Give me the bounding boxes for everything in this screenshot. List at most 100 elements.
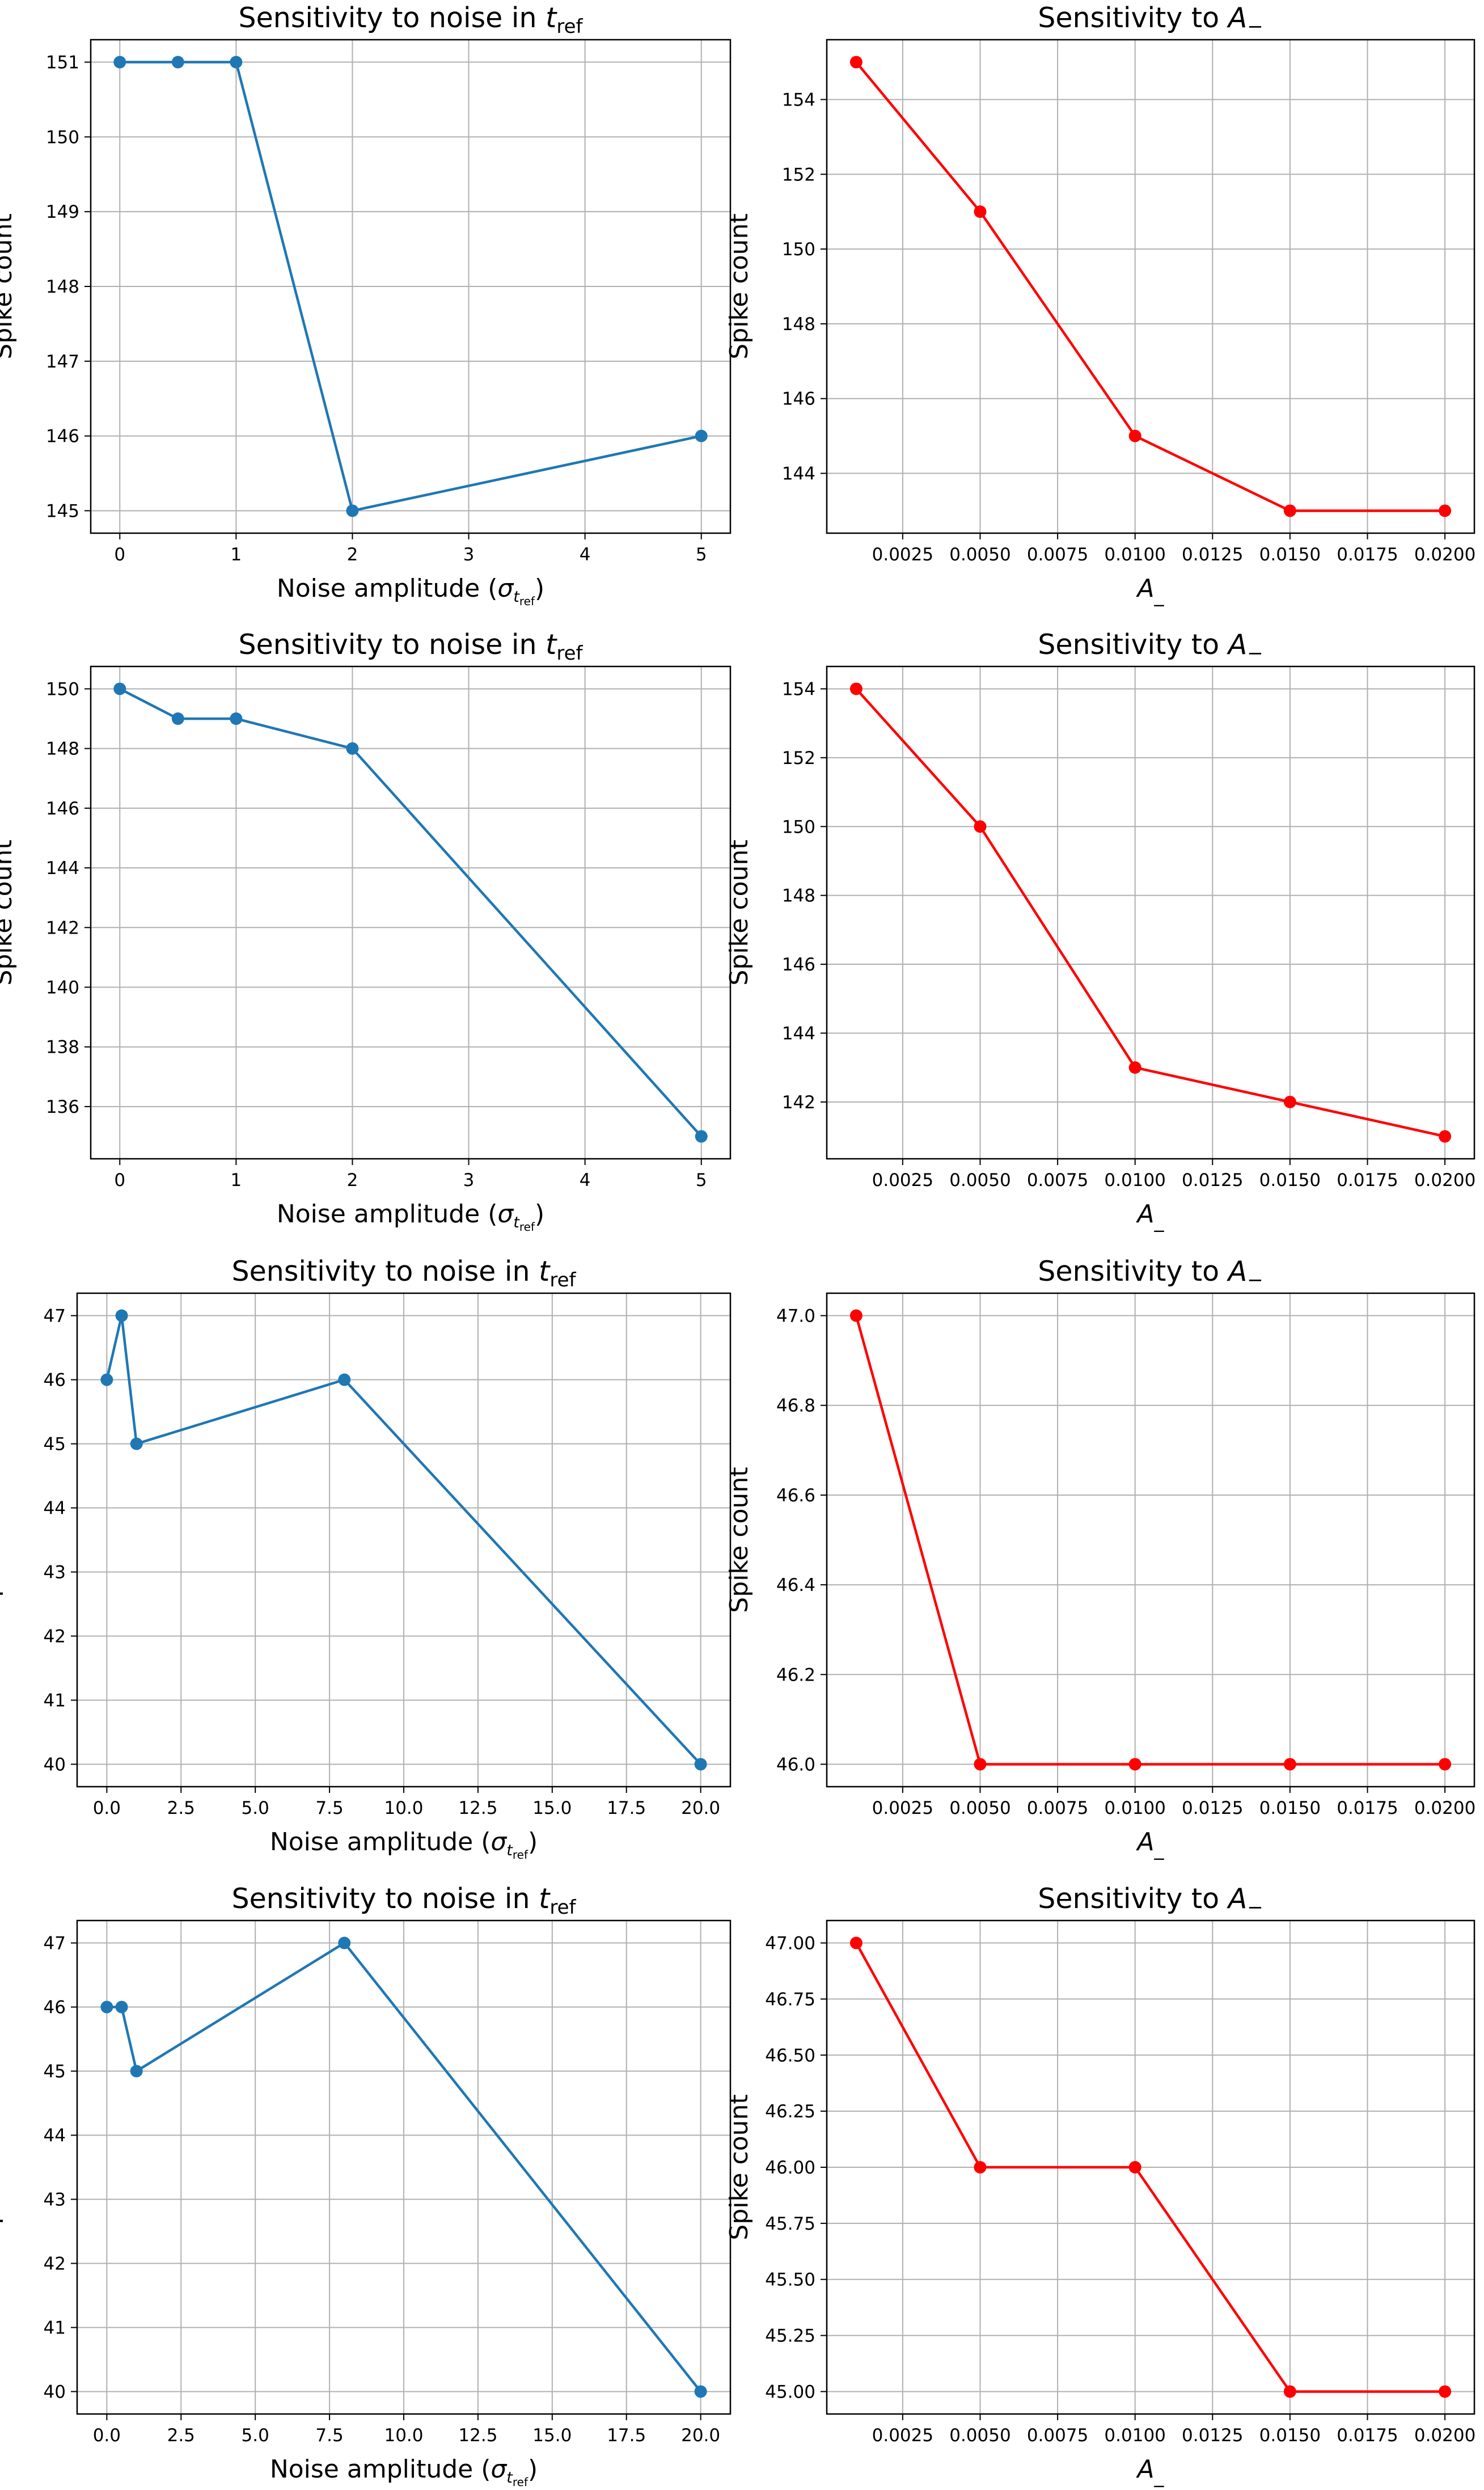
x-tick-label: 3	[463, 1170, 475, 1191]
x-tick-label: 0	[114, 545, 125, 565]
data-point	[1439, 1758, 1452, 1771]
y-tick-label: 150	[46, 127, 79, 147]
chart-panel-5: 0.0 2.5 5.0 7.5 10.0 12.5 15.0 17.5 20.0 40 41 42 43…	[0, 1255, 732, 1862]
axes-frame	[826, 1292, 1475, 1788]
y-tick-label: 150	[46, 679, 79, 699]
x-tick-label: 7.5	[315, 2425, 343, 2446]
y-tick-label: 42	[44, 2253, 66, 2274]
x-tick-label: 0.0075	[1027, 1798, 1088, 1818]
y-tick-label: 146	[782, 955, 815, 975]
x-tick-label: 5	[696, 1170, 707, 1191]
data-point	[974, 1758, 987, 1771]
data-point	[695, 429, 708, 442]
chart-title: Sensitivity to noise in tref	[232, 1883, 577, 1919]
data-point	[1283, 504, 1296, 517]
y-tick-label: 46.00	[765, 2158, 815, 2178]
data-point	[338, 1936, 351, 1949]
x-tick-label: 0.0200	[1414, 1170, 1475, 1191]
x-tick-label: 0	[114, 1170, 125, 1191]
x-tick-label: 2.5	[167, 2425, 195, 2446]
x-tick-label: 0.0150	[1259, 1170, 1321, 1191]
y-tick-label: 46.4	[776, 1575, 815, 1596]
x-tick-label: 15.0	[532, 1798, 572, 1818]
chart-panel-4: 0.0025 0.0050 0.0075 0.0100 0.0125 0.0150 0.01…	[725, 628, 1475, 1233]
x-tick-label: 0.0200	[1414, 1798, 1475, 1818]
y-tick-label: 146	[46, 427, 79, 447]
x-tick-label: 0.0050	[949, 1798, 1011, 1818]
chart-panel-6: 0.0025 0.0050 0.0075 0.0100 0.0125 0.0150 0.01…	[725, 1255, 1475, 1860]
data-point	[115, 2001, 128, 2014]
y-tick-label: 40	[44, 1754, 66, 1775]
data-point	[695, 1130, 708, 1143]
y-tick-label: 148	[782, 314, 815, 335]
x-tick-label: 17.5	[607, 1798, 646, 1818]
x-tick-label: 0.0175	[1337, 2425, 1398, 2446]
data-point	[694, 2385, 707, 2398]
x-tick-label: 0.0050	[949, 1170, 1011, 1191]
x-tick-label: 1	[230, 1170, 242, 1191]
y-tick-label: 154	[782, 679, 815, 699]
x-tick-label: 0.0100	[1104, 1170, 1165, 1191]
x-tick-label: 0.0075	[1027, 1170, 1088, 1191]
axes-frame	[76, 1292, 732, 1788]
y-tick-label: 151	[46, 53, 79, 73]
y-tick-label: 42	[44, 1626, 66, 1647]
y-tick-label: 142	[46, 918, 79, 938]
x-tick-label: 0.0100	[1104, 2425, 1165, 2446]
data-point	[1128, 1061, 1141, 1074]
data-point	[1439, 2385, 1452, 2398]
y-tick-label: 46.2	[776, 1665, 815, 1685]
x-axis-label: Noise amplitude (σtref)	[277, 574, 544, 608]
data-point	[100, 2001, 113, 2014]
y-tick-label: 46.25	[765, 2101, 815, 2122]
data-point	[849, 56, 863, 69]
x-tick-label: 3	[463, 545, 475, 565]
chart-title: Sensitivity to A−	[1038, 1883, 1263, 1919]
y-tick-label: 46.50	[765, 2045, 815, 2066]
x-axis-label: A_	[1135, 2455, 1164, 2488]
x-tick-label: 5.0	[242, 1798, 269, 1818]
y-tick-label: 144	[782, 464, 815, 484]
y-tick-label: 47.00	[765, 1934, 815, 1954]
y-axis-label: Spike count	[725, 1467, 754, 1613]
y-tick-label: 150	[782, 239, 815, 260]
data-point	[346, 742, 359, 755]
x-tick-label: 0.0100	[1104, 1798, 1165, 1818]
x-tick-label: 0.0175	[1337, 1798, 1398, 1818]
x-tick-label: 1	[230, 545, 242, 565]
y-tick-label: 144	[46, 858, 79, 879]
series-line	[855, 687, 1445, 1138]
x-axis-label: Noise amplitude (σtref)	[277, 1200, 544, 1234]
x-tick-label: 0.0125	[1182, 545, 1243, 565]
x-axis-label: A_	[1135, 574, 1164, 607]
y-tick-label: 146	[782, 389, 815, 410]
chart-title: Sensitivity to noise in tref	[239, 628, 584, 665]
y-tick-label: 152	[782, 164, 815, 185]
y-tick-label: 46	[44, 1998, 66, 2018]
data-point	[974, 205, 987, 218]
chart-panel-1: 0 1 2 3 4 5 145 146 147 148 149 150 151 Sensitivity t…	[0, 2, 732, 608]
x-tick-label: 0.0025	[872, 1798, 933, 1818]
x-tick-label: 0.0	[93, 1798, 121, 1818]
data-point	[1283, 2385, 1296, 2398]
x-tick-label: 0.0150	[1259, 2425, 1321, 2446]
x-axis-label: A_	[1135, 1828, 1164, 1860]
data-point	[230, 712, 243, 725]
y-tick-label: 41	[44, 2318, 66, 2338]
y-axis-label: Spike count	[0, 213, 18, 359]
x-tick-label: 0.0175	[1337, 545, 1398, 565]
y-tick-label: 43	[44, 1562, 66, 1582]
y-tick-label: 46.75	[765, 1989, 815, 2010]
data-point	[113, 682, 126, 695]
series-line	[119, 687, 703, 1138]
data-point	[346, 504, 359, 517]
data-point	[849, 1936, 863, 1949]
x-tick-label: 12.5	[458, 2425, 497, 2446]
x-tick-label: 20.0	[681, 2425, 720, 2446]
y-tick-label: 41	[44, 1690, 66, 1711]
x-tick-label: 0.0150	[1259, 545, 1321, 565]
data-point	[1439, 1130, 1452, 1143]
y-tick-label: 148	[782, 886, 815, 906]
axes-frame	[826, 1919, 1475, 2415]
